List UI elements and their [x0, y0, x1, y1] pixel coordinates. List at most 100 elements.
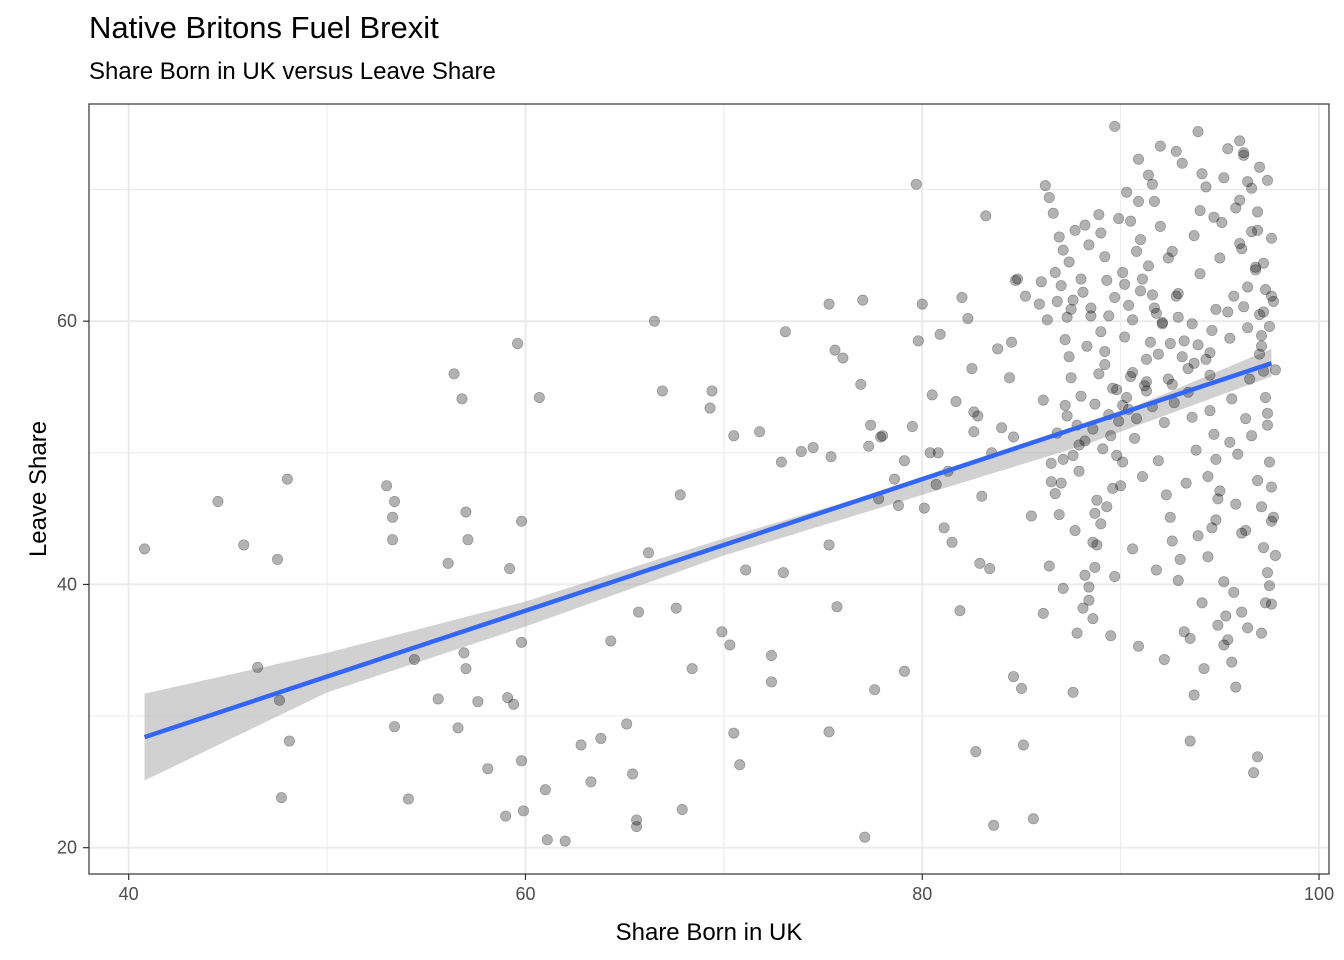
data-point	[724, 639, 736, 651]
data-point	[1025, 510, 1037, 522]
data-point	[869, 684, 881, 696]
data-point	[754, 426, 766, 438]
data-point	[1254, 348, 1266, 360]
data-point	[1055, 477, 1067, 489]
data-point	[1073, 465, 1085, 477]
data-point	[1261, 174, 1273, 186]
data-point	[906, 420, 918, 432]
data-point	[1135, 234, 1147, 246]
data-point	[1037, 607, 1049, 619]
data-point	[1267, 511, 1279, 523]
data-point	[980, 210, 992, 222]
data-point	[734, 759, 746, 771]
data-point	[1087, 613, 1099, 625]
data-point	[1265, 481, 1277, 493]
data-point	[1180, 477, 1192, 489]
data-point	[452, 722, 464, 734]
data-point	[1033, 298, 1045, 310]
data-point	[1115, 480, 1127, 492]
data-point	[1045, 457, 1057, 469]
grid-layer	[89, 104, 1329, 874]
y-tick-label: 60	[57, 311, 77, 331]
data-point	[633, 606, 645, 618]
data-point	[1035, 276, 1047, 288]
data-point	[642, 547, 654, 559]
data-point	[1133, 640, 1145, 652]
data-point	[1192, 126, 1204, 138]
data-point	[1218, 172, 1230, 184]
data-point	[1222, 143, 1234, 155]
data-point	[831, 601, 843, 613]
data-point	[1158, 653, 1170, 665]
data-point	[954, 605, 966, 617]
data-point	[1254, 309, 1266, 321]
data-point	[674, 489, 686, 501]
data-point	[1101, 274, 1113, 286]
data-point	[252, 661, 264, 673]
data-point	[1065, 372, 1077, 384]
data-point	[1095, 326, 1107, 338]
data-point	[1236, 606, 1248, 618]
trend-line	[143, 361, 1273, 740]
data-point	[1256, 330, 1268, 342]
data-point	[1099, 345, 1111, 357]
data-point	[1214, 252, 1226, 264]
data-point	[585, 776, 597, 788]
chart-subtitle: Share Born in UK versus Leave Share	[89, 58, 496, 85]
data-point	[402, 793, 414, 805]
data-point	[1045, 476, 1057, 488]
data-point	[1265, 598, 1277, 610]
data-point	[968, 406, 980, 418]
data-point	[807, 442, 819, 454]
data-point	[1246, 430, 1258, 442]
data-point	[1075, 273, 1087, 285]
data-point	[1248, 767, 1260, 779]
data-point	[898, 665, 910, 677]
data-point	[1015, 682, 1027, 694]
data-point	[1238, 149, 1250, 161]
data-point	[1244, 373, 1256, 385]
y-tick-label: 40	[57, 574, 77, 594]
data-point	[855, 378, 867, 390]
data-point	[1184, 632, 1196, 644]
data-point	[1121, 392, 1133, 404]
data-point	[605, 635, 617, 647]
data-point	[1168, 397, 1180, 409]
data-point	[1224, 332, 1236, 344]
data-point	[1256, 340, 1268, 352]
data-point	[1006, 336, 1018, 348]
data-point	[1162, 373, 1174, 385]
data-point	[1188, 230, 1200, 242]
data-point	[595, 732, 607, 744]
data-point	[775, 456, 787, 468]
data-point	[389, 496, 401, 508]
data-point	[387, 534, 399, 546]
data-point	[1182, 363, 1194, 375]
data-point	[777, 567, 789, 579]
data-point	[1069, 524, 1081, 536]
data-point	[533, 392, 545, 404]
data-point	[516, 755, 528, 767]
data-point	[1164, 511, 1176, 523]
data-point	[1208, 211, 1220, 223]
data-point	[1041, 314, 1053, 326]
data-point	[516, 636, 528, 648]
data-point	[1037, 394, 1049, 406]
data-point	[1137, 470, 1149, 482]
data-point	[1010, 274, 1022, 286]
data-point	[1172, 574, 1184, 586]
data-point	[541, 834, 553, 846]
data-point	[779, 326, 791, 338]
data-point	[1109, 120, 1121, 132]
data-point	[1081, 340, 1093, 352]
data-point	[1051, 295, 1063, 307]
data-point	[1166, 535, 1178, 547]
data-point	[1133, 153, 1145, 165]
data-point	[1089, 398, 1101, 410]
data-point	[1043, 560, 1055, 572]
data-point	[1236, 243, 1248, 255]
data-point	[837, 352, 849, 364]
data-point	[795, 445, 807, 457]
data-point	[1258, 306, 1270, 318]
data-point	[918, 502, 930, 514]
